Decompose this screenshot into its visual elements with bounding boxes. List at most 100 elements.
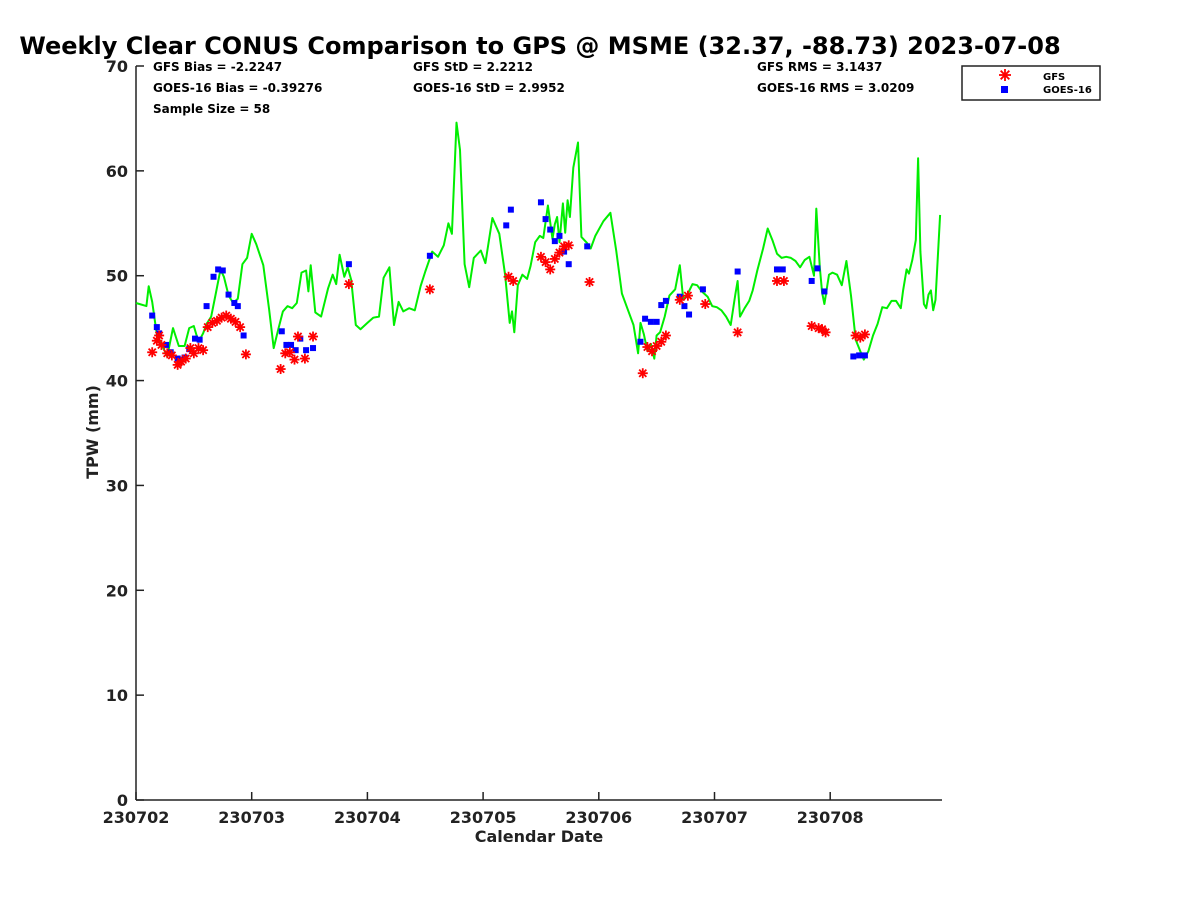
legend-gfs-label: GFS [1043, 72, 1065, 83]
goes16-point [167, 349, 174, 356]
gfs-point [700, 299, 711, 310]
stats-annotations: GFS Bias = -2.2247 GOES-16 Bias = -0.392… [153, 60, 914, 116]
stat-goes-std: GOES-16 StD = 2.9952 [413, 81, 565, 95]
gfs-point [198, 345, 209, 356]
goes16-point [542, 216, 549, 223]
gfs-point [308, 331, 319, 342]
goes16-point [637, 338, 644, 345]
goes16-point [686, 311, 693, 318]
gfs-point [682, 290, 693, 301]
gfs-point [166, 350, 177, 361]
goes16-point [561, 248, 568, 255]
goes16-point [565, 261, 572, 268]
goes16-point [658, 302, 665, 309]
x-tick-label: 230708 [797, 808, 864, 827]
goes16-point [507, 206, 514, 213]
goes16-point [283, 341, 290, 348]
goes16-point [647, 318, 654, 325]
goes16-point [310, 345, 317, 352]
stat-gfs-std: GFS StD = 2.2212 [413, 60, 533, 74]
gfs-point [859, 329, 870, 340]
y-tick-label: 50 [106, 267, 128, 286]
goes16-point [773, 266, 780, 273]
gfs-point [732, 327, 743, 338]
gfs-point [820, 327, 831, 338]
y-tick-label: 20 [106, 581, 128, 600]
gfs-point [637, 368, 648, 379]
goes16-point [662, 297, 669, 304]
gfs-point [180, 353, 191, 364]
gfs-point [563, 240, 574, 251]
legend-gfs-asterisk [999, 69, 1011, 81]
stat-goes-rms: GOES-16 RMS = 3.0209 [757, 81, 914, 95]
goes16-point [210, 273, 217, 280]
legend-box [961, 65, 1101, 101]
goes16-point [653, 318, 660, 325]
gfs-point [806, 321, 817, 332]
gfs-point [299, 353, 310, 364]
goes16-point [240, 332, 247, 339]
goes16-point [642, 315, 649, 322]
y-tick-label: 0 [117, 791, 128, 810]
gfs-point [778, 275, 789, 286]
goes16-point [861, 352, 868, 359]
y-axis-label: TPW (mm) [83, 385, 102, 479]
goes16-point [814, 265, 821, 272]
stat-goes-bias: GOES-16 Bias = -0.39276 [153, 81, 322, 95]
x-tick-label: 230703 [218, 808, 285, 827]
goes16-point [699, 286, 706, 293]
y-tick-label: 60 [106, 162, 128, 181]
chart-title: Weekly Clear CONUS Comparison to GPS @ M… [19, 32, 1060, 60]
goes16-point [850, 353, 857, 360]
goes16-point [734, 268, 741, 275]
x-tick-label: 230704 [334, 808, 401, 827]
goes16-point [584, 243, 591, 250]
goes16-point [779, 266, 786, 273]
goes16-point [234, 303, 241, 310]
goes16-point [278, 328, 285, 335]
gfs-point [240, 349, 251, 360]
goes16-point [808, 277, 815, 284]
gfs-point [424, 284, 435, 295]
goes16-point [303, 347, 310, 354]
x-tick-label: 230707 [681, 808, 748, 827]
goes16-point [821, 288, 828, 295]
gfs-point [508, 275, 519, 286]
gfs-point [235, 322, 246, 333]
gfs-point [549, 253, 560, 264]
goes16-point [547, 226, 554, 233]
goes16-point [681, 303, 688, 310]
gfs-point [289, 354, 300, 365]
legend-goes-marker [1001, 86, 1008, 93]
y-ticks: 0 10 20 30 40 50 60 70 [106, 57, 144, 810]
gfs-point [156, 339, 167, 350]
x-axis-label: Calendar Date [475, 827, 604, 846]
gfs-point [535, 251, 546, 262]
gfs-point [275, 364, 286, 375]
goes16-point [203, 303, 210, 310]
gfs-point [540, 257, 551, 268]
gfs-point [554, 247, 565, 258]
gfs-point [545, 264, 556, 275]
legend-goes-label: GOES-16 [1043, 85, 1092, 96]
legend: GFS GOES-16 [961, 65, 1101, 101]
gfs-point [343, 279, 354, 290]
goes16-point [288, 341, 295, 348]
goes16-point [292, 347, 299, 354]
goes16-point [537, 199, 544, 206]
gfs-point [284, 347, 295, 358]
gfs-point [147, 347, 158, 358]
goes16-point [225, 291, 232, 298]
gfs-point [292, 331, 303, 342]
goes16-point [556, 232, 563, 239]
gfs-point [154, 330, 165, 341]
goes16-point [219, 267, 226, 274]
gfs-point [584, 277, 595, 288]
gfs-series [147, 240, 870, 379]
legend-gfs-marker [999, 69, 1011, 81]
goes16-point [856, 352, 863, 359]
gfs-point [674, 294, 685, 305]
plot-area: 0 10 20 30 40 50 60 70 230702 230703 230704 230705… [103, 57, 942, 827]
y-tick-label: 40 [106, 372, 128, 391]
goes16-point [503, 222, 510, 229]
